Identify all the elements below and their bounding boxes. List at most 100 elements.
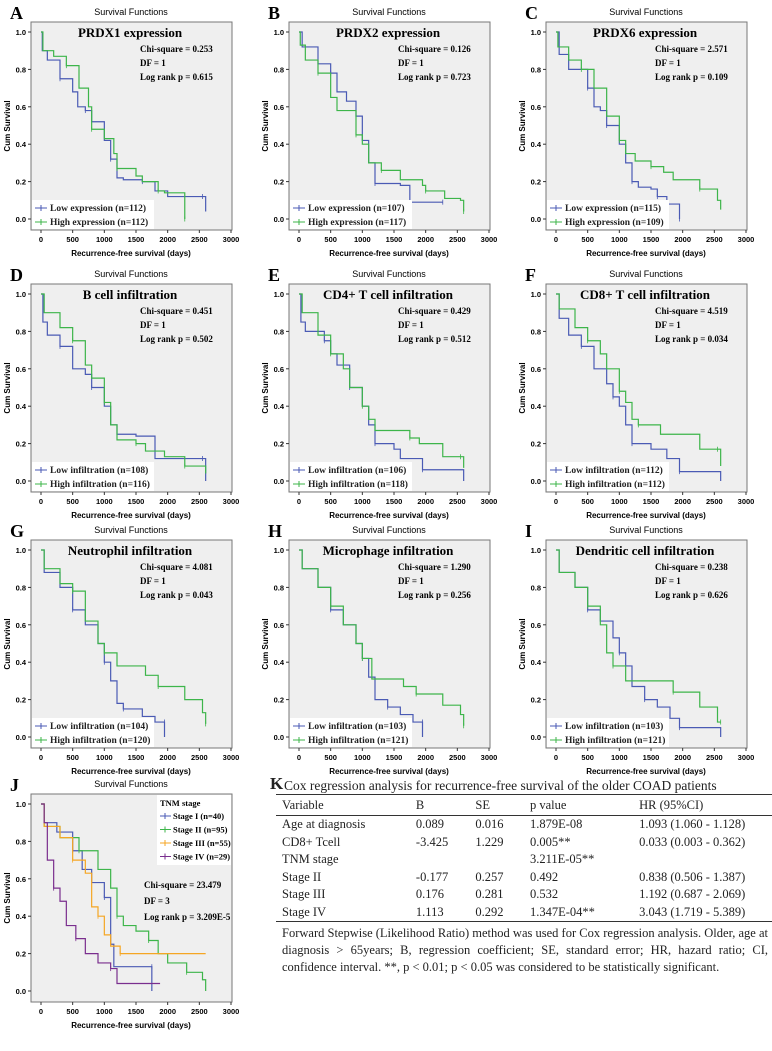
plot-svg: H Survival Functions Microphage infiltrati…: [261, 521, 497, 776]
x-tick-label: 0: [554, 753, 558, 762]
survival-curve-stage3: [41, 803, 206, 955]
legend-entry: Low expression (n=107): [308, 203, 405, 214]
chart-title: Survival Functions: [94, 7, 168, 17]
x-tick-label: 2500: [706, 497, 723, 506]
survival-curve-high: [41, 293, 207, 474]
y-tick-label: 0.4: [16, 912, 27, 921]
panel-letter: D: [10, 265, 23, 285]
x-tick-label: 500: [66, 235, 79, 244]
legend-box: [547, 462, 669, 491]
survival-curve-high: [556, 293, 722, 467]
chart-subtitle: CD4+ T cell infiltration: [323, 287, 454, 302]
y-tick-label: 0.6: [274, 621, 284, 630]
y-tick-label: 0.2: [16, 696, 26, 705]
y-tick-label: 0.6: [16, 365, 26, 374]
panel-letter: B: [268, 3, 280, 23]
y-axis-label: Cum Survival: [3, 872, 12, 923]
y-tick-label: 0.0: [531, 215, 541, 224]
y-tick-label: 0.0: [274, 215, 284, 224]
x-axis-label: Recurrence-free survival (days): [586, 511, 706, 520]
table-cell: CD8+ Tcell: [282, 834, 341, 849]
stat-text: DF = 1: [140, 576, 166, 586]
column-header: HR (95%CI): [633, 794, 772, 816]
x-tick-label: 3000: [223, 235, 240, 244]
x-tick-label: 2000: [159, 753, 176, 762]
x-tick-label: 2500: [706, 753, 723, 762]
plot-area: [288, 283, 491, 493]
stat-text: Chi-square = 4.081: [140, 562, 213, 572]
stat-text: DF = 1: [398, 576, 424, 586]
stat-text: Log rank p = 3.209E-5: [144, 912, 231, 922]
table-footnote: Forward Stepwise (Likelihood Ratio) meth…: [282, 926, 768, 974]
y-tick-label: 0.4: [274, 658, 285, 667]
stat-text: DF = 1: [655, 576, 681, 586]
plot-area: [545, 539, 748, 749]
legend-entry: High expression (n=112): [50, 217, 148, 228]
x-axis-label: Recurrence-free survival (days): [329, 249, 449, 258]
chart-title: Survival Functions: [609, 269, 683, 279]
x-axis-label: Recurrence-free survival (days): [71, 767, 191, 776]
table-cell: 0.532: [529, 887, 559, 902]
table-cell: 3.043 (1.719 - 5.389): [633, 903, 772, 922]
chart-subtitle: PRDX2 expression: [336, 25, 441, 40]
chart-title: Survival Functions: [352, 525, 426, 535]
table-cell: Stage III: [282, 887, 326, 902]
x-tick-label: 2000: [417, 497, 434, 506]
plot-svg: E Survival Functions CD4+ T cell infiltrat…: [261, 265, 497, 520]
table-cell: 0.033 (0.003 - 0.362): [639, 834, 746, 849]
legend-entry: High infiltration (n=118): [308, 479, 408, 490]
x-tick-label: 2500: [191, 1007, 208, 1016]
y-tick-label: 0.0: [531, 733, 541, 742]
table-cell: 1.093 (1.060 - 1.128): [639, 817, 746, 832]
survival-plot-e: E Survival Functions CD4+ T cell infiltrat…: [258, 262, 515, 520]
stat-text: Log rank p = 0.723: [398, 72, 471, 82]
x-tick-label: 1000: [354, 753, 371, 762]
x-tick-label: 1000: [611, 753, 628, 762]
table-cell: 0.838 (0.506 - 1.387): [639, 869, 746, 884]
plot-area: [30, 539, 233, 749]
table-row: Stage IV 1.113 0.292 1.347E-04** 3.043 (1.71…: [276, 903, 772, 922]
y-tick-label: 0.8: [16, 837, 26, 846]
table-cell: 0.089: [415, 817, 445, 832]
y-tick-label: 0.8: [531, 583, 541, 592]
table-cell: 0.281: [475, 887, 504, 902]
plot-area: [545, 21, 748, 231]
y-tick-label: 0.4: [274, 140, 285, 149]
chart-subtitle: CD8+ T cell infiltration: [580, 287, 711, 302]
y-tick-label: 0.8: [16, 583, 26, 592]
y-tick-label: 0.8: [274, 65, 284, 74]
stat-text: DF = 1: [140, 58, 166, 68]
x-tick-label: 500: [324, 497, 337, 506]
y-axis-label: Cum Survival: [3, 362, 12, 413]
legend-entry: Low infiltration (n=103): [565, 721, 663, 732]
chart-title: Survival Functions: [609, 525, 683, 535]
x-tick-label: 500: [66, 1007, 79, 1016]
y-axis-label: Cum Survival: [261, 618, 270, 669]
y-tick-label: 0.4: [531, 402, 542, 411]
stat-text: Log rank p = 0.502: [140, 334, 213, 344]
y-axis-label: Cum Survival: [261, 100, 270, 151]
y-tick-label: 1.0: [16, 546, 26, 555]
legend-entry: High infiltration (n=121): [565, 735, 665, 746]
x-tick-label: 2000: [674, 753, 691, 762]
x-tick-label: 1000: [354, 235, 371, 244]
x-tick-label: 500: [66, 497, 79, 506]
y-axis-label: Cum Survival: [261, 362, 270, 413]
plot-area: [288, 21, 491, 231]
y-tick-label: 0.2: [274, 440, 284, 449]
survival-curve-high: [556, 31, 722, 210]
x-tick-label: 3000: [223, 1007, 240, 1016]
panel-letter: G: [10, 521, 24, 541]
table-row: TNM stage 3.211E-05**: [276, 851, 772, 869]
legend-entry: High infiltration (n=121): [308, 735, 408, 746]
x-tick-label: 1500: [643, 497, 660, 506]
stat-text: DF = 1: [398, 58, 424, 68]
survival-curve-high: [41, 31, 186, 219]
cox-regression-table-panel: K Cox regression analysis for recurrence…: [270, 774, 772, 976]
x-tick-label: 1500: [128, 497, 145, 506]
x-tick-label: 1000: [96, 1007, 113, 1016]
survival-plot-d: D Survival Functions B cell infiltration 0.…: [0, 262, 257, 520]
survival-plot-f: F Survival Functions CD8+ T cell infiltrat…: [515, 262, 772, 520]
x-tick-label: 0: [554, 497, 558, 506]
